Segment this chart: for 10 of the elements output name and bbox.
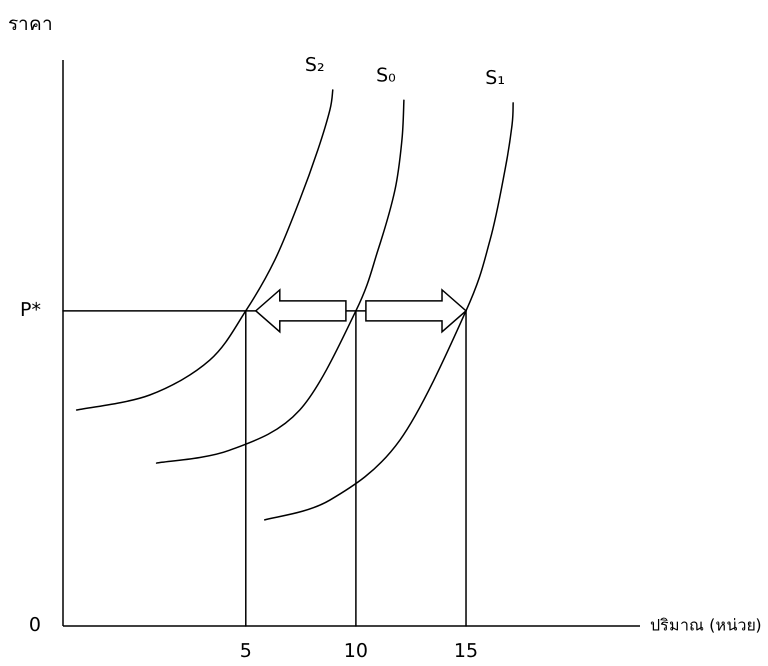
series-label: S₂ — [304, 54, 325, 76]
x-axis-title: ปริมาณ (หน่วย) — [650, 615, 762, 634]
x-tick-label: 15 — [454, 640, 478, 662]
y-axis-title: ราคา — [8, 13, 53, 36]
series-label: S₁ — [485, 67, 505, 90]
x-tick-label: 10 — [344, 640, 368, 662]
annotation: P* — [20, 299, 41, 322]
series-label: S₀ — [376, 64, 396, 86]
text: 0 — [28, 614, 41, 636]
x-tick-label: 5 — [240, 640, 252, 662]
